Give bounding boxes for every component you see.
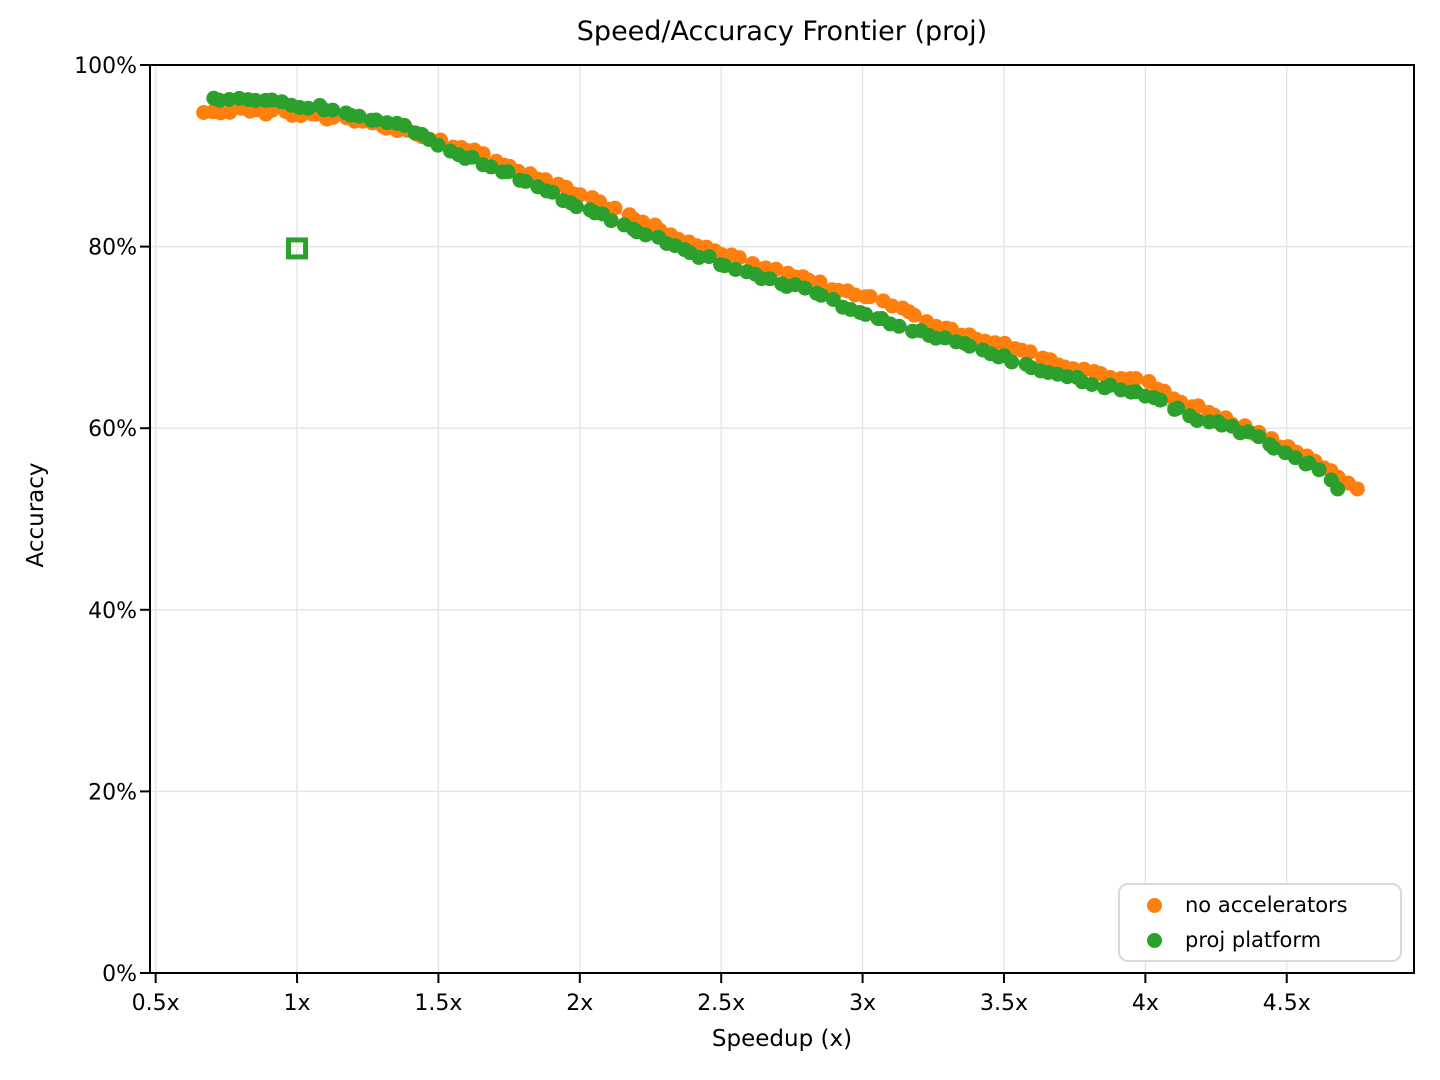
x-tick-label: 2x [566,991,593,1016]
legend-label-no-accelerators: no accelerators [1185,893,1348,917]
data-point [638,227,654,243]
x-tick-label: 4x [1132,991,1159,1016]
data-point [858,306,874,322]
data-point [1152,392,1168,408]
data-point [797,280,813,296]
data-point [568,199,584,215]
data-point [1330,481,1346,497]
data-point [891,318,907,334]
x-tick-label: 3.5x [980,991,1028,1016]
x-tick-label: 3x [849,991,876,1016]
data-point [862,289,878,305]
data-point [813,287,829,303]
y-tick-label: 20% [88,780,137,805]
data-point [603,213,619,229]
data-point [483,159,499,175]
series-line-no-accelerators [203,108,1359,492]
data-point [731,250,747,266]
y-tick-label: 0% [102,962,137,987]
data-point [1084,377,1100,392]
y-tick-label: 80% [88,236,137,261]
open-square-marker [286,237,309,260]
data-point [325,102,341,118]
y-tick-label: 100% [74,54,137,79]
chart-title: Speed/Accuracy Frontier (proj) [576,16,988,47]
data-point [1266,440,1282,456]
data-point [1170,400,1186,416]
data-point [1004,354,1020,370]
legend-item-no-accelerators: no accelerators [1120,890,1400,920]
x-tick-label: 2.5x [697,991,745,1016]
data-point [1128,371,1144,387]
data-point [464,149,480,165]
series-line-proj-platform [212,96,1340,489]
data-point [762,271,778,287]
x-tick-label: 4.5x [1263,991,1311,1016]
data-point [300,100,316,116]
y-axis-label: Accuracy [23,462,49,568]
data-point [607,200,623,216]
legend-label-proj-platform: proj platform [1185,928,1322,952]
data-point [962,338,978,354]
legend: no accelerators proj platform [1118,883,1402,962]
legend-marker-no-accelerators-icon [1147,897,1162,913]
data-point [701,249,717,265]
data-point [545,184,560,200]
x-axis-label: Speedup (x) [711,1026,853,1052]
x-tick-label: 1x [284,991,311,1016]
data-point [247,92,263,108]
plot-frame [149,64,1415,974]
data-point [500,164,516,180]
data-point [1022,344,1038,360]
data-point [1251,429,1267,445]
data-point [1349,481,1365,497]
legend-item-proj-platform: proj platform [1120,925,1400,955]
y-tick-label: 40% [88,599,137,624]
data-point [1311,462,1327,478]
data-point [518,173,534,189]
y-tick-label: 60% [88,417,137,442]
legend-marker-proj-platform-icon [1147,932,1162,948]
data-point [1189,413,1205,428]
data-point [430,137,446,153]
series-points-no-accelerators [196,100,1365,497]
data-point [728,262,743,277]
data-point [906,307,922,323]
data-point [396,117,412,133]
x-tick-label: 1.5x [414,991,462,1016]
series-points-proj-platform [206,90,1346,497]
data-point [351,108,367,124]
data-point [222,104,238,120]
x-tick-label: 0.5x [132,991,180,1016]
